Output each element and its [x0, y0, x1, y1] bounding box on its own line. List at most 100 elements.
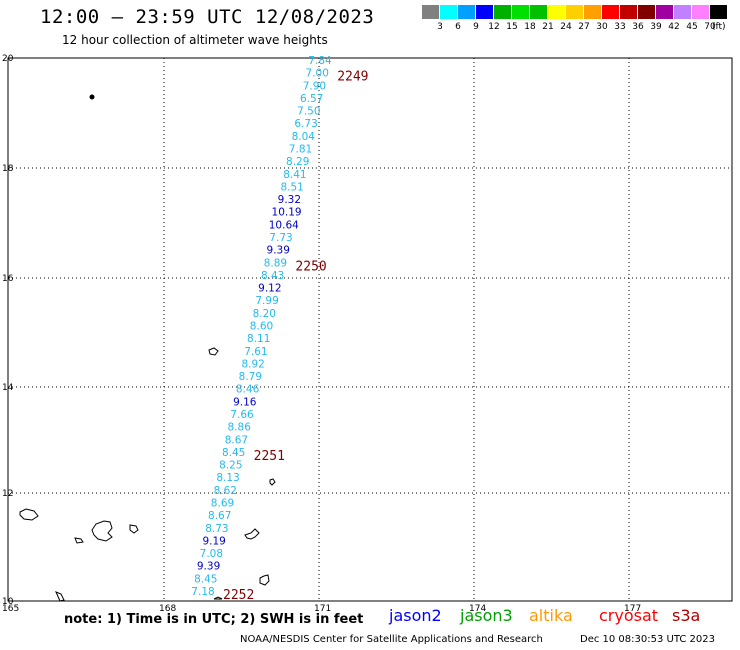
island-bikar [269, 478, 276, 486]
swh-reading: 8.69 [211, 498, 234, 510]
swh-reading: 8.89 [264, 257, 287, 269]
island-mili [213, 596, 223, 600]
swh-reading: 8.45 [194, 573, 217, 585]
swh-reading: 7.08 [200, 548, 223, 560]
colorbar-tick: 33 [614, 22, 626, 32]
island-wake [89, 94, 95, 100]
colorbar-tick: 12 [488, 22, 500, 32]
swh-reading: 8.13 [216, 472, 239, 484]
legend-altika: altika [529, 606, 573, 625]
colorbar-swatch [584, 5, 601, 19]
lon-label: 177 [624, 604, 641, 614]
swh-reading: 8.73 [205, 523, 228, 535]
swh-reading: 8.51 [280, 181, 303, 193]
swh-reading: 8.46 [236, 384, 260, 396]
swh-reading: 9.39 [197, 561, 220, 573]
swh-reading: 7.84 [308, 55, 332, 67]
colorbar-tick: 36 [632, 22, 644, 32]
lon-label: 165 [2, 604, 19, 614]
lat-label: 16 [2, 274, 14, 284]
legend-jason2: jason2 [389, 606, 442, 625]
colorbar-swatch [656, 5, 673, 19]
swh-reading: 9.12 [258, 283, 281, 295]
colorbar-unit: (ft) [712, 22, 726, 32]
colorbar-swatch [512, 5, 529, 19]
colorbar-swatch [494, 5, 511, 19]
time-marker: 2250 [295, 259, 326, 274]
swh-reading: 7.50 [297, 106, 320, 118]
swh-reading: 8.67 [208, 510, 231, 522]
swh-reading: 8.62 [214, 485, 237, 497]
swh-reading: 8.41 [283, 169, 306, 181]
swh-reading: 8.92 [241, 358, 264, 370]
footer-timestamp: Dec 10 08:30:53 UTC 2023 [580, 634, 715, 645]
island-ujelang [19, 508, 39, 521]
swh-reading: 7.99 [255, 295, 278, 307]
swh-reading: 8.43 [261, 270, 284, 282]
legend-s3a: s3a [672, 606, 701, 625]
time-marker: 2252 [223, 588, 254, 603]
colorbar-swatch [458, 5, 475, 19]
swh-reading: 7.18 [191, 586, 214, 598]
map-title: 12:00 – 23:59 UTC 12/08/2023 [40, 6, 375, 28]
time-markers: 2249 2250 2251 2252 [223, 70, 369, 603]
lat-label: 12 [2, 489, 13, 499]
colorbar-tick: 27 [578, 22, 590, 32]
graticule [8, 58, 732, 601]
colorbar-tick: 18 [524, 22, 536, 32]
swh-reading: 8.67 [225, 434, 248, 446]
lon-label: 174 [469, 604, 486, 614]
island-majuro [259, 574, 270, 586]
island-jaluit [55, 591, 65, 602]
coastlines [19, 94, 276, 602]
map-frame [7, 57, 733, 602]
swh-reading: 7.81 [289, 144, 312, 156]
colorbar-tick: 42 [668, 22, 680, 32]
swh-reading: 7.61 [244, 346, 267, 358]
island-enewetak [208, 347, 219, 356]
colorbar-tick: 39 [650, 22, 662, 32]
colorbar-swatch [602, 5, 619, 19]
swh-readings: 7.847.007.906.577.506.738.047.818.298.41… [191, 55, 332, 598]
legend-cryosat: cryosat [599, 606, 659, 625]
legend-jason3: jason3 [460, 606, 513, 625]
colorbar-tick: 45 [686, 22, 698, 32]
swh-reading: 8.25 [219, 460, 242, 472]
swh-reading: 9.32 [278, 194, 301, 206]
swh-reading: 8.60 [250, 321, 273, 333]
lat-label: 10 [2, 597, 14, 607]
lat-label: 18 [2, 164, 14, 174]
colorbar-swatch [674, 5, 691, 19]
colorbar-swatch [476, 5, 493, 19]
swh-reading: 8.20 [253, 308, 276, 320]
time-marker: 2249 [337, 70, 368, 85]
colorbar-swatch [566, 5, 583, 19]
swh-reading: 6.57 [300, 93, 323, 105]
colorbar-swatch [692, 5, 709, 19]
colorbar-tick: 3 [437, 22, 443, 32]
island-kwajalein [91, 520, 113, 542]
swh-reading: 7.73 [269, 232, 292, 244]
colorbar-tick: 6 [455, 22, 461, 32]
colorbar-swatch [548, 5, 565, 19]
colorbar-tick: 15 [506, 22, 518, 32]
colorbar-swatch [530, 5, 547, 19]
swh-reading: 8.79 [239, 371, 262, 383]
colorbar-tick: 30 [596, 22, 608, 32]
swh-reading: 6.73 [294, 118, 317, 130]
island-maloelap [244, 528, 260, 540]
colorbar-swatch [422, 5, 439, 19]
island-lae [74, 537, 84, 544]
swh-reading: 8.45 [222, 447, 245, 459]
swh-reading: 10.19 [272, 207, 302, 219]
swh-reading: 9.19 [202, 535, 225, 547]
lon-label: 171 [314, 604, 331, 614]
colorbar-swatch [620, 5, 637, 19]
swh-reading: 8.11 [247, 333, 270, 345]
colorbar-tick: 70 [704, 22, 716, 32]
swh-reading: 7.66 [230, 409, 254, 421]
colorbar-tick: 21 [542, 22, 554, 32]
map-subtitle: 12 hour collection of altimeter wave hei… [62, 33, 328, 47]
